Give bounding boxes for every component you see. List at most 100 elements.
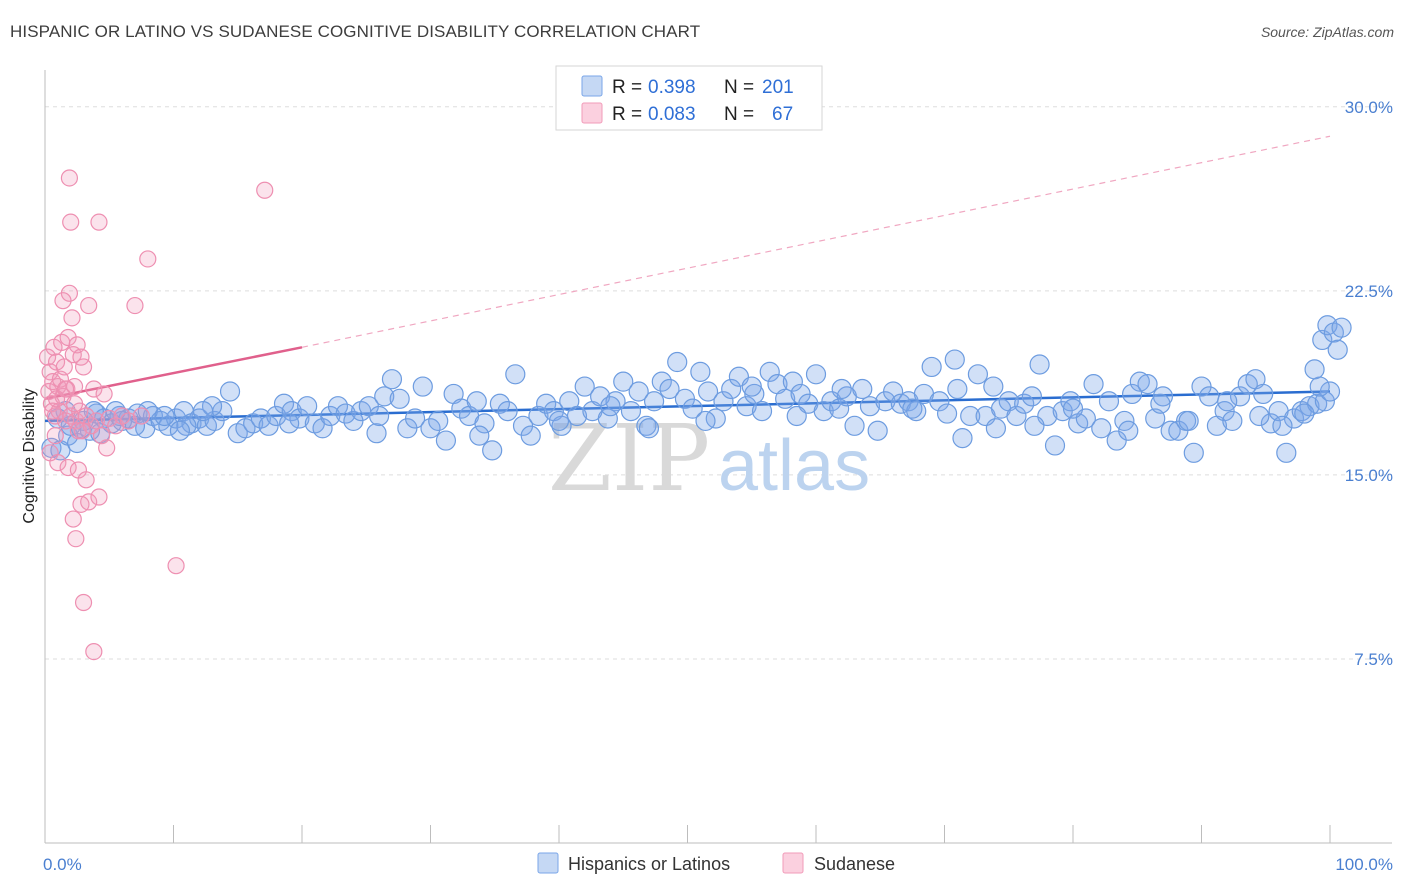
hispanic-point-127 bbox=[1021, 386, 1042, 407]
hispanic-point-93 bbox=[759, 361, 780, 382]
hispanic-point-75 bbox=[620, 401, 642, 422]
y-tick-label-0: 7.5% bbox=[1354, 650, 1393, 669]
hispanic-point-84 bbox=[690, 361, 711, 382]
hispanic-point-63 bbox=[528, 405, 549, 427]
sudanese-point-45 bbox=[46, 427, 64, 445]
hispanic-point-130 bbox=[1044, 435, 1066, 456]
hispanic-point-120 bbox=[967, 364, 989, 385]
hispanic-point-161 bbox=[1283, 408, 1305, 429]
hispanic-point-44 bbox=[381, 369, 403, 390]
hispanic-point-191 bbox=[902, 398, 923, 419]
axes bbox=[44, 70, 1392, 844]
sudanese-point-26 bbox=[72, 348, 90, 366]
y-tick-label-1: 15.0% bbox=[1345, 466, 1393, 485]
legend-box: R = 0.398 N = 201 R = 0.083 N = 67 bbox=[555, 65, 823, 131]
hispanic-point-50 bbox=[428, 410, 449, 432]
hispanic-point-137 bbox=[1098, 391, 1120, 412]
hispanic-point-51 bbox=[435, 430, 457, 451]
y-tick-label-3: 30.0% bbox=[1345, 98, 1393, 117]
hispanic-point-142 bbox=[1137, 374, 1158, 395]
hispanic-point-74 bbox=[613, 371, 634, 392]
hispanic-point-183 bbox=[469, 425, 490, 446]
hispanic-point-199 bbox=[1217, 391, 1238, 412]
hispanic-point-90 bbox=[736, 396, 757, 417]
hispanic-point-80 bbox=[659, 378, 680, 400]
hispanic-point-92 bbox=[751, 401, 773, 422]
hispanic-point-184 bbox=[548, 410, 570, 432]
hispanic-point-49 bbox=[420, 418, 441, 439]
chart-title: HISPANIC OR LATINO VS SUDANESE COGNITIVE… bbox=[10, 22, 701, 41]
hispanic-point-135 bbox=[1083, 374, 1104, 395]
hispanic-point-140 bbox=[1122, 383, 1143, 405]
hispanic-point-76 bbox=[628, 381, 649, 402]
hispanic-point-186 bbox=[638, 418, 660, 439]
hispanic-point-43 bbox=[374, 386, 395, 407]
hispanic-point-188 bbox=[741, 376, 762, 397]
sudanese-point-40 bbox=[119, 412, 138, 430]
hispanic-point-30 bbox=[273, 393, 295, 414]
hispanic-point-72 bbox=[597, 408, 618, 429]
hispanic-point-160 bbox=[1276, 442, 1297, 463]
sudanese-trend-line bbox=[44, 346, 303, 401]
hispanic-point-29 bbox=[266, 405, 287, 427]
sudanese-point-58 bbox=[90, 488, 108, 506]
x-tick-labels: 0.0% 100.0% bbox=[43, 855, 1393, 874]
sudanese-point-41 bbox=[126, 296, 144, 315]
hispanic-point-64 bbox=[536, 393, 557, 414]
hispanic-point-77 bbox=[636, 415, 657, 436]
hispanic-point-112 bbox=[906, 401, 927, 422]
hispanic-point-87 bbox=[713, 391, 734, 412]
hispanic-point-172 bbox=[1327, 339, 1348, 360]
hispanic-point-114 bbox=[921, 356, 942, 378]
hispanic-point-37 bbox=[327, 396, 349, 417]
legend-n-value-1: 201 bbox=[762, 77, 794, 98]
hispanic-point-85 bbox=[697, 381, 719, 402]
watermark: ZIP atlas bbox=[548, 405, 870, 512]
hispanic-point-187 bbox=[695, 410, 716, 432]
hispanic-point-27 bbox=[250, 408, 271, 429]
sudanese-point-59 bbox=[167, 557, 185, 575]
bottom-legend: Hispanics or Latinos Sudanese bbox=[537, 852, 895, 874]
hispanic-point-106 bbox=[859, 396, 881, 417]
hispanic-point-185 bbox=[600, 396, 621, 417]
hispanic-point-83 bbox=[682, 398, 703, 419]
legend-r-label-1: R = bbox=[612, 77, 642, 98]
legend-n-value-2: 67 bbox=[772, 104, 793, 125]
legend-swatch-hispanic bbox=[581, 75, 603, 97]
legend-r-value-1: 0.398 bbox=[648, 77, 696, 98]
sudanese-point-47 bbox=[54, 292, 72, 310]
sudanese-point-51 bbox=[67, 530, 85, 548]
hispanic-point-59 bbox=[497, 401, 518, 422]
legend-r-value-2: 0.083 bbox=[648, 104, 696, 125]
hispanic-point-104 bbox=[844, 415, 865, 436]
hispanic-point-109 bbox=[882, 381, 904, 402]
hispanic-point-118 bbox=[952, 427, 973, 449]
sudanese-point-31 bbox=[85, 380, 103, 398]
x-tick-label-1: 100.0% bbox=[1335, 855, 1393, 874]
hispanic-point-182 bbox=[369, 405, 390, 427]
hispanic-point-31 bbox=[281, 401, 302, 422]
hispanic-point-141 bbox=[1129, 371, 1150, 392]
hispanic-point-197 bbox=[1150, 393, 1171, 414]
hispanic-point-194 bbox=[1024, 415, 1045, 436]
hispanic-point-128 bbox=[1029, 354, 1050, 375]
hispanic-point-38 bbox=[335, 403, 356, 424]
sudanese-point-0 bbox=[38, 348, 57, 366]
hispanic-point-32 bbox=[289, 408, 310, 429]
hispanic-point-122 bbox=[983, 376, 1004, 397]
hispanic-point-60 bbox=[505, 364, 526, 385]
hispanic-point-126 bbox=[1014, 393, 1035, 414]
sudanese-point-60 bbox=[256, 181, 274, 199]
hispanic-point-57 bbox=[482, 440, 503, 461]
hispanic-point-125 bbox=[1006, 405, 1027, 427]
hispanic-point-192 bbox=[947, 378, 968, 400]
sudanese-point-65 bbox=[65, 395, 84, 413]
hispanic-point-200 bbox=[1249, 405, 1270, 427]
hispanic-point-102 bbox=[829, 398, 850, 419]
hispanic-point-42 bbox=[366, 423, 387, 444]
sudanese-point-29 bbox=[80, 296, 98, 315]
hispanic-point-79 bbox=[651, 371, 672, 392]
sudanese-point-66 bbox=[73, 422, 91, 440]
sudanese-point-38 bbox=[107, 417, 125, 435]
